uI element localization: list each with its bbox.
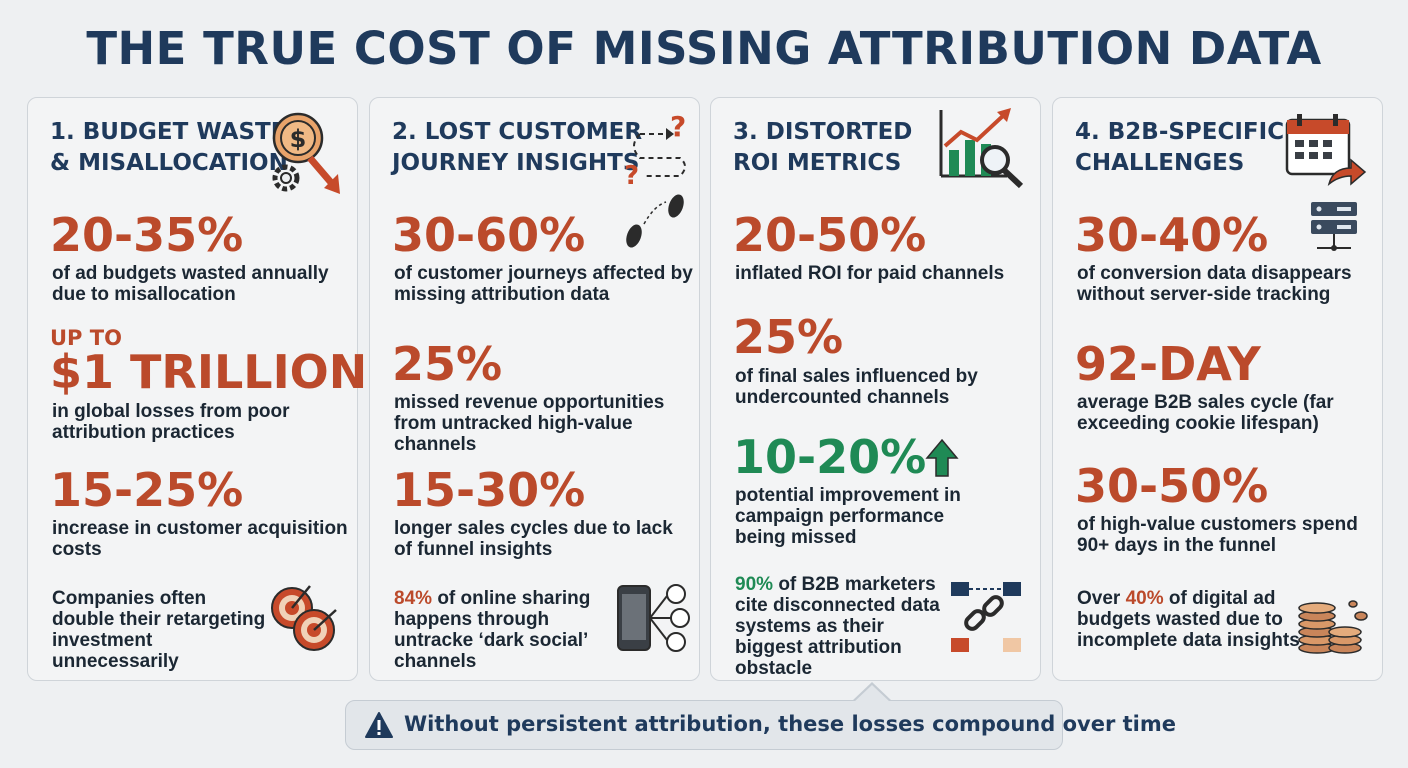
question-path-icon: ? ? (624, 110, 686, 248)
note-text: of digital ad budgets wasted due to inco… (1077, 588, 1300, 651)
stat-prefix: UP TO (50, 326, 122, 350)
stat-description: of customer journeys affected by missing… (394, 263, 693, 305)
broken-chain-icon (951, 582, 1021, 652)
page-title: THE TRUE COST OF MISSING ATTRIBUTION DAT… (86, 22, 1322, 75)
stat-value: 15-30% (392, 463, 586, 517)
calendar-arrow-icon (1285, 114, 1367, 186)
stat-value: 15-25% (50, 463, 244, 517)
note-text: of online sharing happens through untrac… (394, 588, 591, 672)
stat-value: 30-40% (1075, 208, 1269, 262)
stat-description: longer sales cycles due to lack of funne… (394, 518, 673, 560)
stat-description: inflated ROI for paid channels (735, 263, 1005, 284)
stat-value: 20-35% (50, 208, 244, 262)
card-note: 90% of B2B marketers cite disconnected d… (735, 574, 945, 679)
stat-value: 25% (392, 337, 503, 391)
card-title: 1. BUDGET WASTE & MISALLOCATION (50, 119, 288, 176)
card-title: 4. B2B-SPECIFIC CHALLENGES (1075, 119, 1285, 176)
server-icon (1311, 202, 1357, 251)
stat-description: average B2B sales cycle (far exceeding c… (1077, 392, 1334, 434)
stat-description: in global losses from poor attribution p… (52, 401, 290, 443)
arrow-up-icon (925, 438, 959, 477)
stat-description: potential improvement in campaign perfor… (735, 485, 961, 548)
banner-text: Without persistent attribution, these lo… (404, 712, 1176, 736)
card-note: Over 40% of digital ad budgets wasted du… (1077, 588, 1302, 651)
card-note: 84% of online sharing happens through un… (394, 588, 624, 672)
card-lost-journey: 2. LOST CUSTOMER JOURNEY INSIGHTS ? ? 30… (369, 97, 700, 681)
chart-magnifier-icon (939, 108, 1024, 189)
target-icon (271, 585, 337, 651)
note-prefix: Over (1077, 588, 1121, 609)
stat-value: 30-50% (1075, 459, 1269, 513)
svg-text:?: ? (624, 161, 639, 191)
stat-description: missed revenue opportunities from untrac… (394, 392, 665, 455)
card-note: Companies often double their retargeting… (52, 588, 266, 672)
coin-stack-icon (1298, 600, 1368, 654)
stat-description: increase in customer acquisition costs (52, 518, 348, 560)
note-highlight: 84% (394, 588, 433, 609)
stat-value: $1 TRILLION (50, 345, 368, 399)
svg-text:?: ? (670, 110, 686, 143)
card-title: 3. DISTORTED ROI METRICS (733, 119, 913, 176)
note-text: of B2B marketers cite disconnected data … (735, 574, 940, 679)
stat-value: 25% (733, 310, 844, 364)
card-budget-waste: 1. BUDGET WASTE & MISALLOCATION $ 20-35%… (27, 97, 367, 681)
note-highlight: 40% (1125, 588, 1164, 609)
card-title: 2. LOST CUSTOMER JOURNEY INSIGHTS (392, 119, 643, 176)
card-distorted-roi: 3. DISTORTED ROI METRICS 20-50% inflated… (710, 97, 1041, 681)
svg-text:$: $ (290, 125, 307, 153)
stat-description: of high-value customers spend 90+ days i… (1077, 514, 1358, 556)
warning-icon (365, 712, 393, 738)
card-b2b-challenges: 4. B2B-SPECIFIC CHALLENGES 30-40% of con… (1052, 97, 1383, 681)
stat-value: 10-20% (733, 430, 927, 484)
phone-share-icon (617, 584, 690, 652)
banner-notch-fill (854, 685, 890, 702)
warning-banner: Without persistent attribution, these lo… (345, 700, 1176, 750)
stat-value: 30-60% (392, 208, 586, 262)
stat-description: of final sales influenced by undercounte… (735, 366, 978, 408)
stat-description: of ad budgets wasted annually due to mis… (52, 263, 329, 305)
stat-value: 20-50% (733, 208, 927, 262)
coin-down-arrow-icon: $ (272, 112, 340, 194)
stat-description: of conversion data disappears without se… (1077, 263, 1352, 305)
note-highlight: 90% (735, 574, 774, 595)
stat-value: 92-DAY (1075, 337, 1261, 391)
